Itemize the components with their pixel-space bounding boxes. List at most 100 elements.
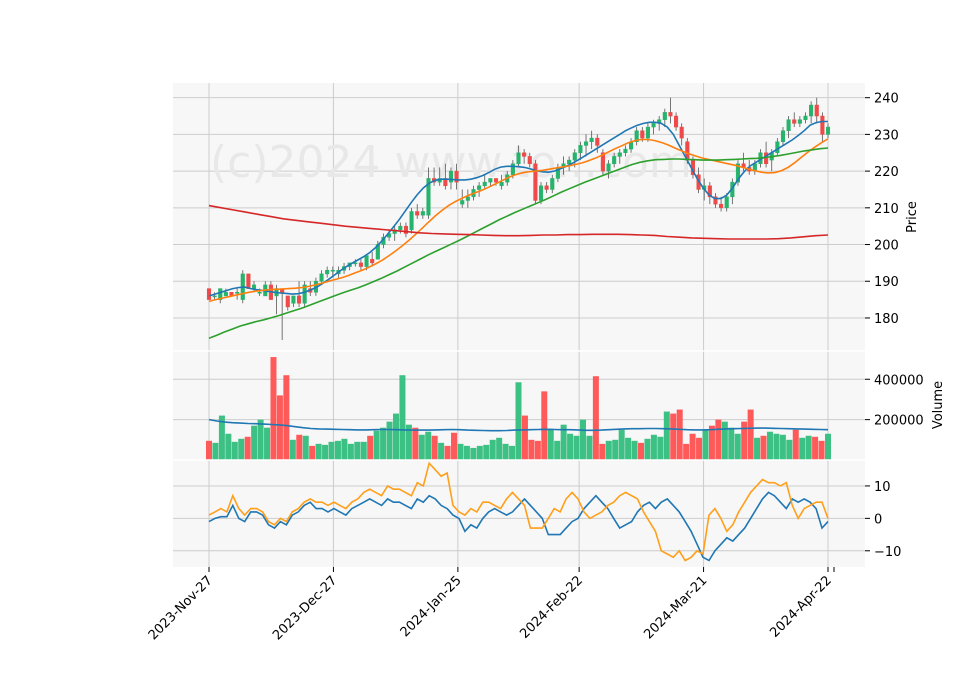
candle-body bbox=[662, 112, 667, 120]
volume-bar bbox=[322, 444, 329, 460]
volume-bar bbox=[392, 413, 399, 460]
volume-bar bbox=[812, 436, 819, 460]
candle-body bbox=[251, 284, 257, 289]
candle-body bbox=[493, 178, 499, 183]
candle-body bbox=[651, 123, 656, 128]
oscillator-axis-tick-label: 10 bbox=[874, 480, 891, 495]
volume-bar bbox=[354, 441, 361, 460]
candle-body bbox=[516, 152, 521, 165]
candle-body bbox=[398, 225, 403, 231]
volume-bar bbox=[657, 436, 664, 460]
candle-body bbox=[820, 115, 825, 135]
volume-bar bbox=[747, 409, 754, 460]
volume-bar bbox=[380, 427, 387, 460]
oscillator-axis-tick-label: −10 bbox=[874, 545, 901, 560]
oscillator-panel: −10 0 10 bbox=[173, 350, 901, 567]
volume-axis-label: Volume bbox=[931, 381, 946, 429]
volume-bar bbox=[541, 391, 548, 460]
volume-bar bbox=[547, 428, 554, 460]
candle-body bbox=[246, 273, 251, 289]
volume-bar bbox=[231, 441, 238, 460]
candle-body bbox=[533, 163, 538, 201]
candle-body bbox=[674, 115, 679, 128]
volume-bar bbox=[573, 435, 580, 460]
candle-body bbox=[589, 137, 594, 142]
candle-body bbox=[617, 152, 622, 157]
volume-bar bbox=[721, 421, 728, 460]
candle-body bbox=[550, 178, 555, 190]
volume-bar bbox=[560, 424, 567, 460]
volume-bar bbox=[805, 435, 812, 460]
candle-body bbox=[477, 185, 482, 190]
volume-bar bbox=[412, 427, 419, 460]
candle-body bbox=[223, 292, 228, 297]
candle-body bbox=[426, 178, 431, 216]
candle-body bbox=[640, 130, 645, 139]
volume-bar bbox=[825, 433, 831, 460]
price-ma-line-4 bbox=[208, 204, 829, 240]
candle-body bbox=[600, 152, 605, 172]
candle-body bbox=[679, 126, 684, 139]
volume-bar bbox=[625, 437, 632, 460]
candle-body bbox=[403, 225, 409, 234]
volume-bar bbox=[244, 436, 251, 460]
price-axis-tick-label: 190 bbox=[874, 275, 899, 290]
price-axis-tick-label: 180 bbox=[874, 312, 899, 327]
volume-bar bbox=[341, 438, 348, 460]
candle-body bbox=[713, 196, 718, 205]
candle-body bbox=[488, 178, 493, 183]
volume-bar bbox=[708, 425, 715, 460]
candle-body bbox=[319, 273, 324, 282]
volume-bar bbox=[638, 442, 645, 460]
volume-bar bbox=[476, 445, 483, 460]
candle-body bbox=[578, 145, 583, 154]
candle-body bbox=[527, 156, 532, 165]
candle-body bbox=[420, 211, 425, 216]
volume-bar bbox=[283, 375, 290, 460]
candle-body bbox=[257, 292, 262, 294]
volume-bar bbox=[444, 445, 451, 460]
volume-bar bbox=[509, 445, 516, 460]
x-tick-label: 2023-Nov-27 bbox=[146, 573, 216, 643]
volume-bar bbox=[799, 437, 806, 460]
candle-body bbox=[482, 181, 487, 187]
volume-bar bbox=[715, 419, 722, 460]
volume-bar bbox=[470, 447, 477, 460]
candle-body bbox=[465, 196, 470, 201]
candle-body bbox=[358, 262, 363, 267]
candle-body bbox=[291, 295, 296, 304]
volume-bar bbox=[579, 419, 586, 460]
candle-body bbox=[235, 292, 240, 294]
volume-bar bbox=[425, 431, 432, 460]
candle-body bbox=[606, 163, 611, 172]
volume-bar bbox=[251, 425, 258, 460]
volume-bar bbox=[760, 435, 767, 460]
candle-body bbox=[415, 211, 420, 216]
volume-bar bbox=[631, 440, 638, 460]
price-axis-tick-label: 240 bbox=[874, 92, 899, 107]
candle-body bbox=[206, 288, 212, 300]
price-axis-tick-label: 210 bbox=[874, 202, 899, 217]
volume-bar bbox=[257, 419, 264, 460]
oscillator-panel-background bbox=[173, 460, 865, 567]
candle-body bbox=[814, 104, 819, 117]
volume-bar bbox=[683, 443, 690, 460]
x-tick-label: 2024-Feb-22 bbox=[517, 573, 586, 642]
candle-body bbox=[572, 152, 577, 161]
candle-body bbox=[285, 295, 290, 308]
x-tick-label: 2023-Dec-27 bbox=[270, 573, 340, 643]
candle-body bbox=[370, 258, 375, 264]
oscillator-axis-tick-label: 0 bbox=[874, 512, 882, 527]
volume-bar bbox=[818, 440, 825, 460]
volume-bar bbox=[644, 438, 651, 460]
volume-bar bbox=[302, 435, 309, 460]
price-axis-tick-label: 230 bbox=[874, 128, 899, 143]
candle-body bbox=[325, 269, 330, 275]
volume-bar bbox=[218, 415, 225, 460]
volume-bar bbox=[418, 434, 425, 460]
candle-body bbox=[645, 126, 650, 139]
candle-body bbox=[595, 137, 600, 146]
candle-body bbox=[296, 295, 302, 304]
